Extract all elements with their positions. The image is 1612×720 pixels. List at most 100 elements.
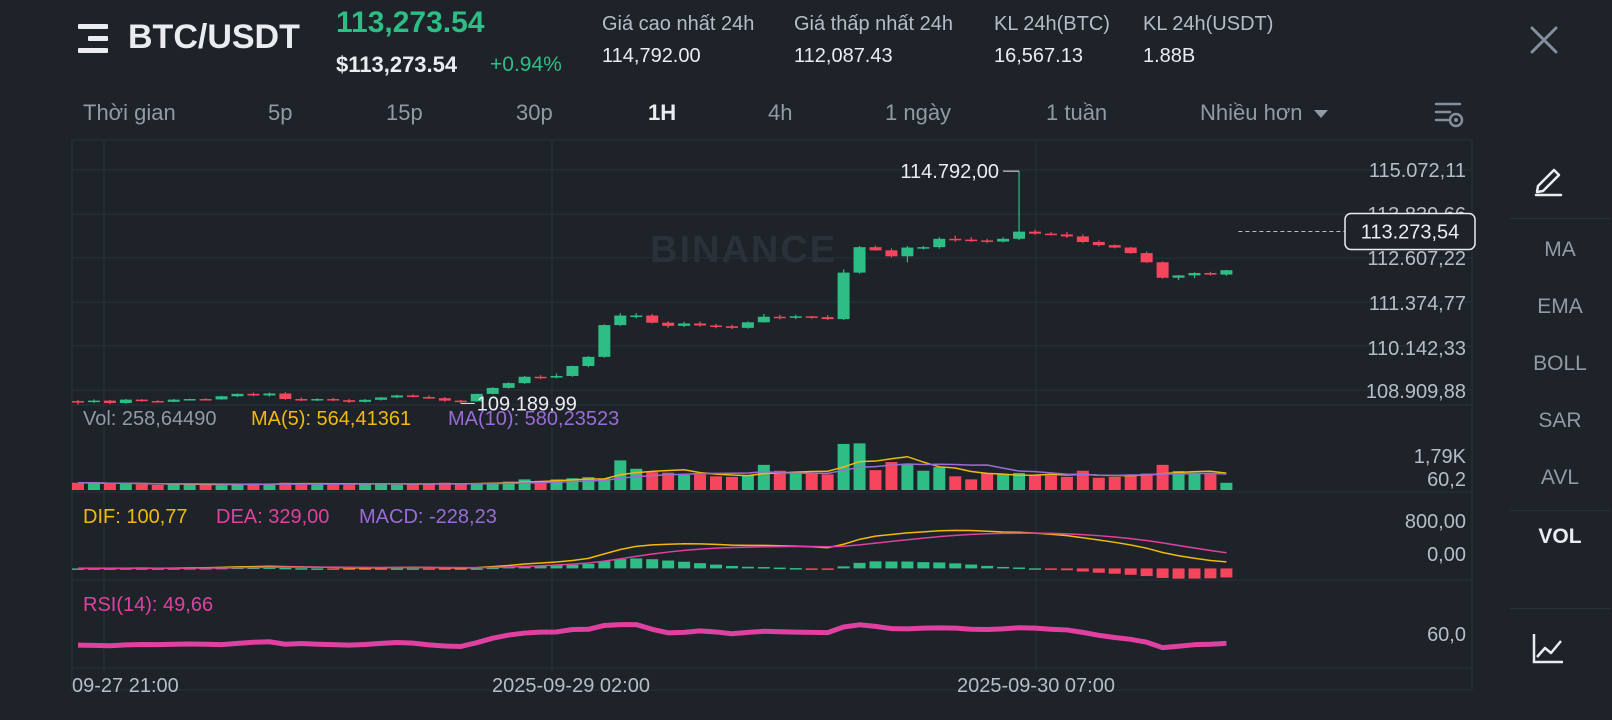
close-icon[interactable] xyxy=(1524,20,1564,60)
volume-bar xyxy=(1108,476,1121,490)
price-axis-label: 115.072,11 xyxy=(1369,160,1466,182)
macd-bar xyxy=(981,565,994,569)
draw-tool-icon[interactable] xyxy=(1528,160,1568,200)
sidebar-item-sar[interactable]: SAR xyxy=(1538,409,1582,432)
volume-bar xyxy=(295,484,308,490)
tab-15m[interactable]: 15p xyxy=(386,100,423,125)
volume-bar xyxy=(1172,471,1185,490)
volume-bar xyxy=(151,484,164,490)
candle-body xyxy=(997,238,1010,242)
more-timeframes-button[interactable]: Nhiều hơn xyxy=(1200,100,1329,126)
volume-bar xyxy=(279,482,292,490)
tab-1h[interactable]: 1H xyxy=(648,100,677,125)
volume-bar xyxy=(1220,482,1233,490)
macd-bar xyxy=(614,559,627,569)
volume-bar xyxy=(757,464,770,490)
price-axis-label: 111.374,77 xyxy=(1369,293,1466,315)
macd-bar xyxy=(933,562,946,569)
candle-body xyxy=(694,323,707,326)
macd-bar xyxy=(375,568,388,570)
candle-body xyxy=(869,247,882,251)
volume-bar xyxy=(534,480,547,490)
macd-bar xyxy=(1204,568,1217,579)
macd-bar xyxy=(694,563,707,569)
volume-bar xyxy=(981,473,994,490)
current-price-label: 113.273,54 xyxy=(1361,222,1460,244)
volume-bar xyxy=(327,484,340,490)
volume-bar xyxy=(167,483,180,490)
sidebar-item-ema[interactable]: EMA xyxy=(1537,295,1583,318)
volume-ma10-label: MA(10): 580,23523 xyxy=(448,408,619,430)
tab-time[interactable]: Thời gian xyxy=(83,100,176,125)
macd-bar xyxy=(598,561,611,569)
macd-value-label: MACD: -228,23 xyxy=(359,506,497,528)
macd-bar xyxy=(327,568,340,570)
sidebar-item-vol[interactable]: VOL xyxy=(1538,525,1582,548)
volume-bar xyxy=(1092,477,1105,490)
tab-1w[interactable]: 1 tuần xyxy=(1046,100,1108,125)
candle-body xyxy=(470,393,483,402)
macd-bar xyxy=(582,563,595,569)
volume-bar xyxy=(103,483,116,490)
sidebar-item-avl[interactable]: AVL xyxy=(1540,466,1580,489)
stat-label-vol-usdt: KL 24h(USDT) xyxy=(1143,13,1274,35)
volume-bar xyxy=(566,478,579,490)
candle-body xyxy=(1156,262,1169,278)
volume-bar xyxy=(710,476,722,490)
volume-ma-lines xyxy=(77,455,1227,486)
volume-bar xyxy=(183,484,196,490)
candle-body xyxy=(119,399,132,404)
more-label: Nhiều hơn xyxy=(1200,100,1303,125)
candle-body xyxy=(343,400,356,402)
macd-bar xyxy=(438,568,451,570)
high-price-label: 114.792,00 xyxy=(900,161,999,183)
macd-bar xyxy=(343,568,356,570)
macd-bar xyxy=(1188,568,1201,579)
tab-30m[interactable]: 30p xyxy=(516,100,553,125)
macd-bar xyxy=(805,568,818,570)
macd-bar xyxy=(247,567,260,570)
candle-body xyxy=(1092,241,1105,246)
volume-bar xyxy=(1076,470,1089,490)
sidebar-item-ma[interactable]: MA xyxy=(1544,238,1576,261)
tab-5m[interactable]: 5p xyxy=(268,100,293,125)
macd-dif-label: DIF: 100,77 xyxy=(83,506,188,528)
macd-bar xyxy=(1060,568,1073,571)
volume-axis-label: 1,79K xyxy=(1414,446,1467,468)
macd-bar xyxy=(1156,568,1169,578)
usd-price: $113,273.54 xyxy=(336,52,458,77)
pair-title[interactable]: BTC/USDT xyxy=(128,18,300,56)
stat-label-vol-btc: KL 24h(BTC) xyxy=(994,13,1110,35)
macd-bar xyxy=(662,560,675,569)
low-price-label: 109.189,99 xyxy=(477,393,577,415)
candle-body xyxy=(789,316,802,318)
candle-body xyxy=(1029,231,1041,234)
candle-body xyxy=(725,326,738,328)
macd-bar xyxy=(1124,568,1137,575)
sidebar-item-boll[interactable]: BOLL xyxy=(1533,352,1587,375)
tab-1d[interactable]: 1 ngày xyxy=(885,100,952,125)
menu-icon[interactable] xyxy=(78,24,114,56)
tab-4h[interactable]: 4h xyxy=(768,100,793,125)
rsi-series xyxy=(77,622,1227,651)
macd-bar xyxy=(391,568,403,570)
volume-bar xyxy=(949,476,962,490)
candle-body xyxy=(295,399,308,401)
macd-bar xyxy=(470,568,483,570)
volume-bar xyxy=(199,484,212,490)
macd-bar xyxy=(263,567,276,569)
price-axis-label: 112.607,22 xyxy=(1367,248,1466,270)
candle-body xyxy=(183,399,196,401)
candle-body xyxy=(710,325,722,327)
chart-settings-icon[interactable] xyxy=(1432,98,1466,132)
volume-bars xyxy=(72,443,1233,490)
macd-bar xyxy=(422,568,435,570)
line-chart-icon[interactable] xyxy=(1528,628,1568,668)
volume-bar xyxy=(741,475,754,490)
macd-bar xyxy=(1092,568,1105,573)
volume-bar xyxy=(678,474,691,490)
candle-body xyxy=(981,240,994,242)
price-chart[interactable]: BINANCE 115.072,11 113.839,66 112.607,22… xyxy=(0,0,1480,720)
volume-bar xyxy=(662,472,675,490)
candle-body xyxy=(231,393,244,397)
